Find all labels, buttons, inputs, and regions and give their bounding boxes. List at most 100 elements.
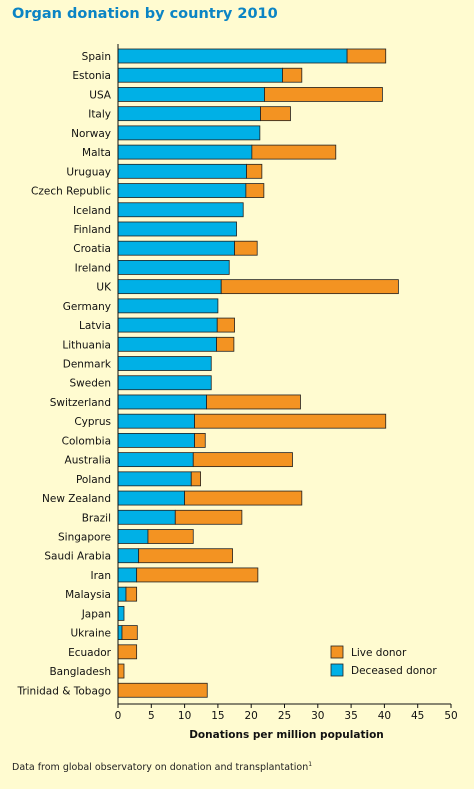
bar-live-uk	[220, 279, 399, 295]
y-tick-label-japan: Japan	[81, 608, 111, 620]
bar-deceased-ukraine	[117, 625, 123, 640]
y-tick-label-estonia: Estonia	[72, 70, 111, 82]
x-tick-label-45: 45	[411, 710, 424, 722]
bar-live-italy	[260, 106, 291, 122]
footnote-superscript: 1	[308, 761, 313, 768]
y-tick-label-sweden: Sweden	[70, 378, 112, 390]
x-tick-label-25: 25	[278, 710, 291, 722]
bar-live-ecuador	[117, 644, 138, 660]
bar-live-switzerland	[206, 394, 301, 410]
y-tick-label-australia: Australia	[65, 455, 111, 467]
y-tick-label-brazil: Brazil	[82, 512, 111, 524]
bar-deceased-new-zealand	[117, 490, 185, 506]
y-tick-label-cyprus: Cyprus	[74, 416, 111, 428]
x-tick-label-35: 35	[344, 710, 357, 722]
y-tick-label-denmark: Denmark	[63, 359, 112, 371]
bar-deceased-iran	[117, 567, 138, 583]
bar-live-latvia	[216, 317, 235, 333]
footnote: Data from global observatory on donation…	[12, 761, 312, 773]
bar-deceased-latvia	[117, 317, 218, 333]
y-tick-label-poland: Poland	[76, 474, 111, 486]
legend-swatch-live	[330, 645, 344, 659]
bar-live-new-zealand	[184, 490, 303, 506]
bar-live-ukraine	[121, 625, 138, 640]
bar-deceased-saudi-arabia	[117, 548, 140, 564]
bar-deceased-usa	[117, 87, 265, 102]
bar-deceased-ireland	[117, 260, 230, 275]
y-tick-label-ireland: Ireland	[75, 262, 111, 274]
bar-live-malaysia	[125, 586, 138, 602]
legend-swatch-deceased	[330, 663, 344, 677]
bar-deceased-malta	[117, 144, 253, 160]
y-tick-label-croatia: Croatia	[73, 243, 111, 255]
bar-deceased-singapore	[117, 529, 149, 544]
bar-live-usa	[264, 87, 383, 102]
y-tick-label-uruguay: Uruguay	[66, 166, 111, 178]
bar-live-spain	[346, 48, 387, 64]
bar-live-cyprus	[194, 413, 387, 429]
legend-label-deceased: Deceased donor	[351, 665, 437, 677]
bar-live-bangladesh	[117, 663, 125, 679]
x-tick-label-40: 40	[378, 710, 391, 722]
bar-deceased-australia	[117, 452, 194, 468]
y-tick-label-malaysia: Malaysia	[65, 589, 111, 601]
bar-deceased-uruguay	[117, 163, 247, 179]
y-tick-label-usa: USA	[89, 89, 112, 101]
y-tick-label-iran: Iran	[90, 570, 111, 582]
y-tick-label-finland: Finland	[73, 224, 111, 236]
bar-deceased-estonia	[117, 67, 283, 83]
y-tick-label-lithuania: Lithuania	[62, 339, 111, 351]
bar-deceased-iceland	[117, 202, 244, 218]
bar-deceased-germany	[117, 298, 219, 314]
bar-deceased-malaysia	[117, 586, 127, 602]
bar-live-poland	[190, 471, 201, 487]
bar-live-iran	[136, 567, 259, 583]
footnote-text: Data from global observatory on donation…	[12, 762, 309, 774]
y-tick-label-ecuador: Ecuador	[68, 647, 112, 659]
y-tick-label-italy: Italy	[88, 109, 111, 121]
y-tick-label-iceland: Iceland	[73, 205, 111, 217]
y-tick-label-ukraine: Ukraine	[70, 628, 111, 640]
bar-deceased-denmark	[117, 356, 212, 371]
y-tick-label-new-zealand: New Zealand	[42, 493, 111, 505]
bar-live-saudi-arabia	[138, 548, 233, 564]
bar-live-malta	[251, 144, 337, 160]
bar-live-trinidad-tobago	[117, 682, 208, 698]
bar-live-estonia	[282, 67, 303, 83]
bar-deceased-croatia	[117, 240, 235, 256]
x-tick-label-20: 20	[245, 710, 258, 722]
bar-deceased-norway	[117, 125, 261, 141]
x-tick-label-15: 15	[211, 710, 224, 722]
y-tick-label-spain: Spain	[82, 51, 111, 63]
y-tick-label-germany: Germany	[63, 301, 111, 313]
bar-deceased-brazil	[117, 509, 176, 525]
bar-live-australia	[192, 452, 293, 468]
bar-live-croatia	[234, 240, 258, 256]
x-tick-label-50: 50	[444, 710, 457, 722]
y-tick-label-singapore: Singapore	[58, 532, 111, 544]
bar-deceased-switzerland	[117, 394, 207, 410]
bar-deceased-lithuania	[117, 336, 217, 352]
bar-deceased-finland	[117, 221, 237, 237]
bar-live-czech-republic	[245, 183, 265, 198]
bar-live-brazil	[174, 509, 243, 525]
y-tick-label-uk: UK	[96, 282, 112, 294]
y-tick-label-norway: Norway	[71, 128, 111, 140]
bar-deceased-spain	[117, 48, 348, 64]
bar-deceased-italy	[117, 106, 261, 122]
bar-live-colombia	[194, 432, 206, 448]
y-tick-label-trinidad-tobago: Trinidad & Tobago	[16, 685, 111, 697]
y-tick-label-latvia: Latvia	[79, 320, 111, 332]
y-tick-label-czech-republic: Czech Republic	[31, 186, 111, 198]
bar-deceased-poland	[117, 471, 192, 487]
bar-deceased-uk	[117, 279, 222, 295]
y-tick-label-malta: Malta	[82, 147, 111, 159]
x-tick-label-30: 30	[311, 710, 324, 722]
bar-live-uruguay	[246, 163, 263, 179]
bar-deceased-japan	[117, 605, 125, 621]
bar-deceased-czech-republic	[117, 183, 247, 198]
legend-label-live: Live donor	[351, 647, 407, 659]
y-tick-label-switzerland: Switzerland	[50, 397, 111, 409]
bar-deceased-colombia	[117, 432, 195, 448]
